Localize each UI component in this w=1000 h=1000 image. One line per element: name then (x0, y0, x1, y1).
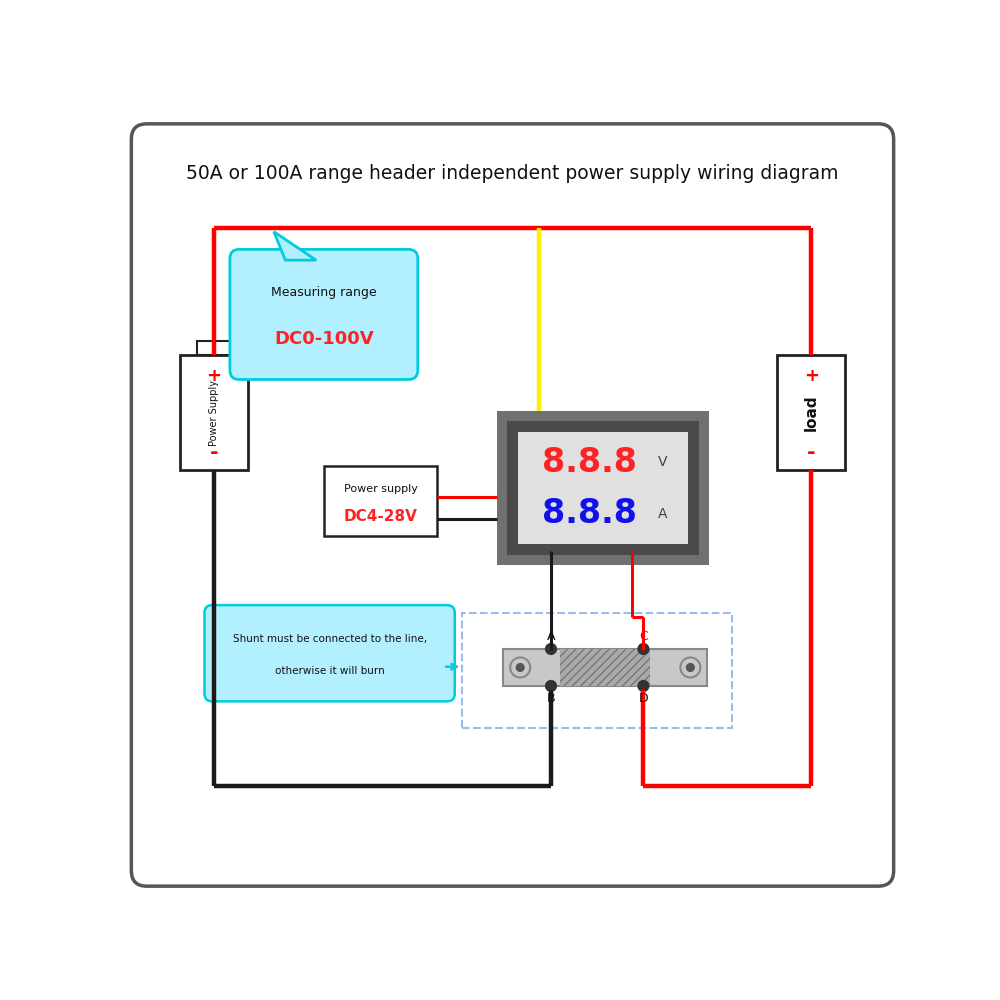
Circle shape (638, 644, 649, 654)
Bar (507, 421, 699, 555)
Text: V: V (658, 455, 667, 469)
Text: B: B (547, 692, 555, 705)
Bar (503, 649, 707, 686)
Circle shape (546, 644, 556, 654)
Text: Shunt must be connected to the line,: Shunt must be connected to the line, (233, 634, 427, 644)
Text: -: - (209, 443, 218, 463)
Bar (324, 466, 437, 536)
Bar (180, 355, 248, 470)
Circle shape (546, 681, 556, 691)
Text: C: C (639, 630, 648, 643)
Text: 50A or 100A range header independent power supply wiring diagram: 50A or 100A range header independent pow… (186, 164, 839, 183)
Circle shape (638, 681, 649, 691)
Text: Power Supply: Power Supply (209, 380, 219, 446)
Text: DC4-28V: DC4-28V (344, 509, 417, 524)
Text: DC0-100V: DC0-100V (274, 330, 374, 348)
Text: otherwise it will burn: otherwise it will burn (275, 666, 384, 676)
Text: A: A (547, 630, 555, 643)
Text: load: load (804, 394, 819, 431)
Bar (518, 432, 688, 544)
Bar (462, 613, 732, 728)
Polygon shape (274, 232, 316, 260)
FancyBboxPatch shape (205, 605, 455, 701)
Text: D: D (639, 692, 648, 705)
Bar (197, 341, 231, 355)
Bar (560, 649, 650, 686)
Text: A: A (658, 507, 667, 521)
Text: 8.8.8: 8.8.8 (542, 497, 637, 530)
Text: +: + (804, 367, 819, 385)
Bar (497, 411, 709, 565)
Text: -: - (807, 443, 816, 463)
Text: Measuring range: Measuring range (271, 286, 377, 299)
Text: Power supply: Power supply (344, 484, 417, 494)
FancyBboxPatch shape (230, 249, 418, 379)
Text: 8.8.8: 8.8.8 (542, 446, 637, 479)
FancyBboxPatch shape (131, 124, 894, 886)
Text: +: + (206, 367, 221, 385)
Circle shape (687, 664, 694, 671)
Circle shape (516, 664, 524, 671)
Bar (777, 355, 845, 470)
